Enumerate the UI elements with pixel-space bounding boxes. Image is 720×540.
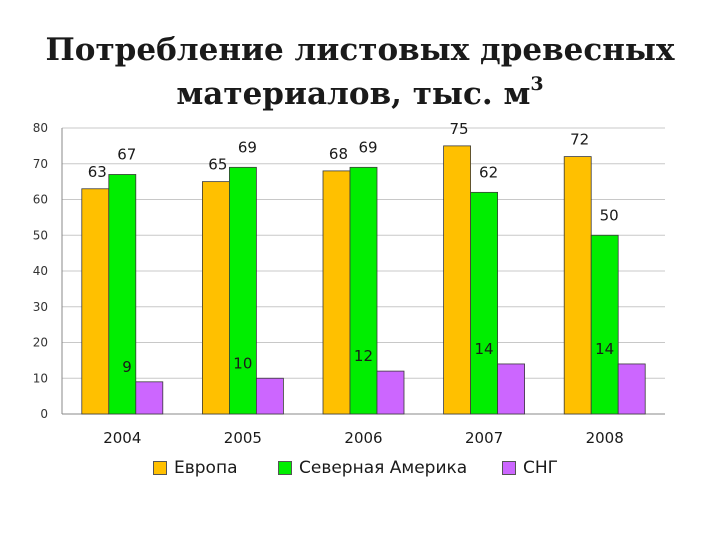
chart-title-line2-text: материалов, тыс. м xyxy=(176,76,531,112)
data-label: 75 xyxy=(450,120,469,138)
y-tick-label: 70 xyxy=(33,157,48,171)
legend-swatch xyxy=(153,461,167,475)
bar xyxy=(376,370,405,415)
legend-item: Европа xyxy=(153,458,237,478)
chart-title: Потребление листовых древесных материало… xyxy=(0,28,720,116)
legend-item: СНГ xyxy=(502,458,558,478)
x-tick-label: 2006 xyxy=(344,429,382,447)
data-label: 50 xyxy=(600,206,619,224)
bar xyxy=(108,174,137,415)
y-tick-label: 80 xyxy=(33,121,48,135)
x-tick-label: 2007 xyxy=(465,429,503,447)
legend: Европа Северная Америка СНГ xyxy=(0,458,720,484)
data-label: 69 xyxy=(358,138,377,156)
y-tick-label: 10 xyxy=(33,371,48,385)
y-axis-ticks: 0 10 20 30 40 50 60 70 80 xyxy=(33,121,48,421)
bar xyxy=(563,156,592,415)
bar xyxy=(255,377,284,415)
data-label: 72 xyxy=(570,131,589,149)
y-tick-label: 20 xyxy=(33,336,48,350)
y-tick-label: 50 xyxy=(33,228,48,242)
legend-label: СНГ xyxy=(523,458,559,478)
data-label: 14 xyxy=(475,340,494,358)
legend-swatch xyxy=(502,461,516,475)
bar xyxy=(135,381,164,415)
chart-title-line1: Потребление листовых древесных xyxy=(45,32,675,68)
x-tick-label: 2008 xyxy=(586,429,624,447)
bar xyxy=(81,188,110,415)
y-tick-label: 0 xyxy=(40,407,48,421)
y-tick-label: 40 xyxy=(33,264,48,278)
bar xyxy=(443,145,472,415)
bars xyxy=(81,145,646,415)
legend-swatch xyxy=(278,461,292,475)
data-label: 68 xyxy=(329,145,348,163)
bar xyxy=(322,170,351,415)
bar xyxy=(201,181,230,415)
x-tick-label: 2004 xyxy=(103,429,141,447)
x-tick-label: 2005 xyxy=(224,429,262,447)
data-label: 10 xyxy=(233,354,252,372)
bar xyxy=(228,166,257,415)
bar xyxy=(497,363,526,415)
data-label: 63 xyxy=(88,163,107,181)
y-tick-label: 30 xyxy=(33,300,48,314)
chart-title-superscript: 3 xyxy=(530,73,544,95)
data-label: 14 xyxy=(595,340,614,358)
data-label: 67 xyxy=(117,145,136,163)
data-label: 9 xyxy=(122,358,132,376)
legend-label: Европа xyxy=(174,458,238,478)
bar xyxy=(617,363,646,415)
data-label: 69 xyxy=(238,138,257,156)
legend-label: Северная Америка xyxy=(299,458,468,478)
bar xyxy=(349,166,378,415)
data-label: 12 xyxy=(354,347,373,365)
x-axis-ticks: 2004 2005 2006 2007 2008 xyxy=(103,429,624,447)
bar xyxy=(470,191,499,415)
bar xyxy=(590,234,619,415)
data-labels: 63 67 9 65 69 10 68 69 12 75 62 14 72 50 14 xyxy=(88,120,619,376)
y-tick-label: 60 xyxy=(33,193,48,207)
data-label: 65 xyxy=(208,156,227,174)
data-label: 62 xyxy=(479,163,498,181)
legend-item: Северная Америка xyxy=(278,458,467,478)
chart-title-line2: материалов, тыс. м3 xyxy=(0,72,720,116)
